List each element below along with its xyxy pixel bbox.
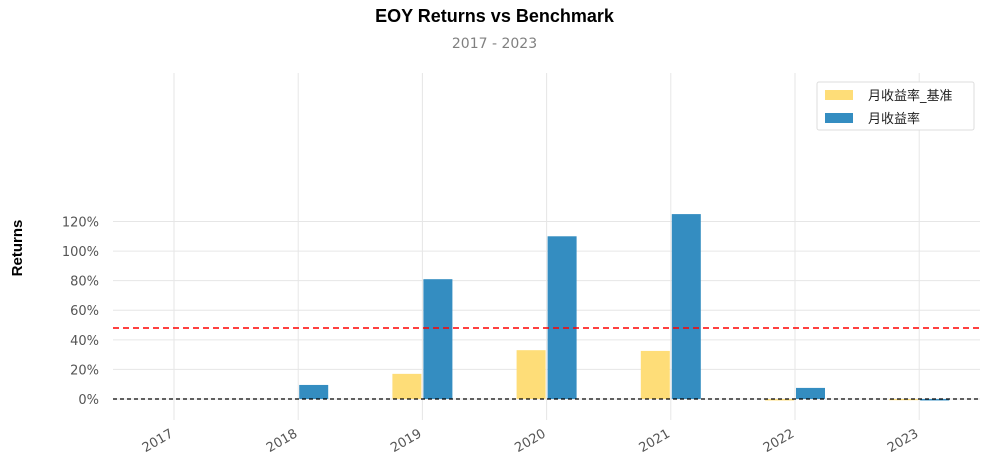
y-tick-label: 80% xyxy=(70,275,99,290)
bar-strategy-2022 xyxy=(796,387,825,399)
x-tick-label: 2022 xyxy=(761,426,797,456)
y-tick-label: 0% xyxy=(78,393,99,408)
x-tick-label: 2017 xyxy=(140,426,176,456)
reference-lines xyxy=(113,327,980,400)
bar-strategy-2020 xyxy=(547,236,577,399)
legend: 月收益率_基准 月收益率 xyxy=(816,81,975,131)
bar-benchmark-2022 xyxy=(765,399,794,401)
y-tick-label: 120% xyxy=(62,215,99,230)
bar-strategy-2018 xyxy=(299,384,329,399)
legend-box xyxy=(816,81,975,131)
x-tick-label: 2019 xyxy=(388,426,424,456)
bar-strategy-2021 xyxy=(671,214,701,399)
bar-benchmark-2020 xyxy=(516,350,546,399)
bar-benchmark-2023 xyxy=(889,399,919,401)
x-tick-label: 2021 xyxy=(637,426,673,456)
chart-subtitle: 2017 - 2023 xyxy=(451,36,538,52)
x-tick-label: 2018 xyxy=(264,426,300,456)
legend-label-strategy: 月收益率 xyxy=(868,111,920,127)
legend-label-benchmark: 月收益率_基准 xyxy=(868,88,953,104)
y-tick-label: 100% xyxy=(62,245,99,260)
y-axis-label: Returns xyxy=(9,220,26,277)
x-tick-label: 2020 xyxy=(512,426,548,456)
chart-title: EOY Returns vs Benchmark xyxy=(375,6,614,26)
legend-swatch-benchmark xyxy=(825,90,853,100)
bar-benchmark-2019 xyxy=(392,373,422,399)
y-tick-label: 60% xyxy=(70,304,99,319)
bars xyxy=(299,214,950,401)
x-tick-labels: 2017 2018 2019 2020 2021 2022 2023 xyxy=(140,426,921,456)
legend-swatch-strategy xyxy=(825,113,853,123)
bar-strategy-2023 xyxy=(920,399,950,401)
x-tick-label: 2023 xyxy=(885,426,921,456)
y-tick-label: 20% xyxy=(70,363,99,378)
y-tick-labels: 0% 20% 40% 60% 80% 100% 120% xyxy=(62,215,99,408)
bar-strategy-2019 xyxy=(423,279,453,399)
bar-benchmark-2021 xyxy=(640,350,670,399)
y-tick-label: 40% xyxy=(70,334,99,349)
grid-lines xyxy=(113,73,980,420)
